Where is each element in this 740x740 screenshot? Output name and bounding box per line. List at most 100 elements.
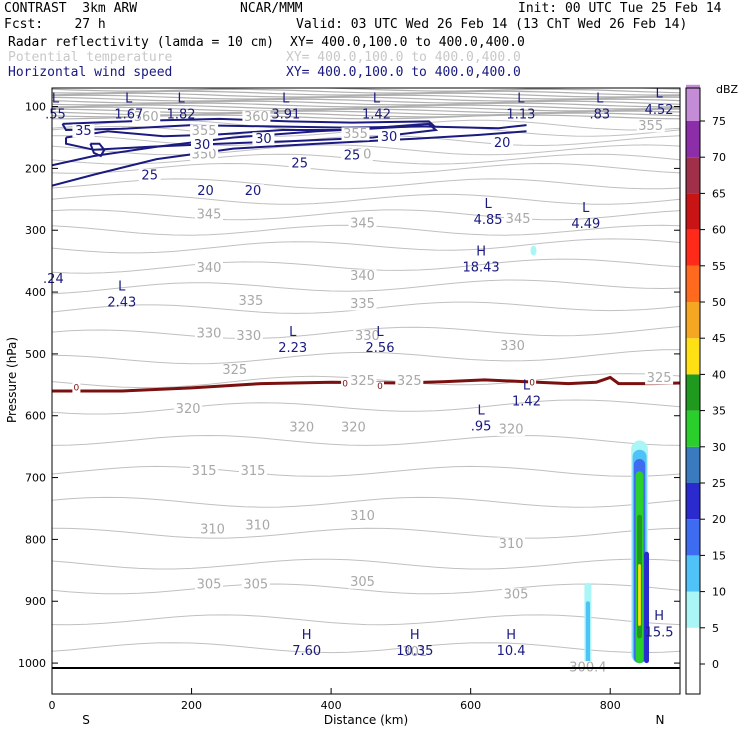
colorbar-label: 70 bbox=[712, 151, 726, 164]
theta-line bbox=[52, 434, 680, 446]
theta-line bbox=[52, 349, 680, 365]
theta-label: 355 bbox=[638, 119, 663, 134]
label-bg bbox=[220, 363, 249, 377]
extremum-value: 1.42 bbox=[512, 395, 541, 410]
x-end-south: S bbox=[82, 713, 90, 727]
wind-label: 30 bbox=[194, 138, 211, 153]
extremum-kind: L bbox=[373, 92, 381, 107]
theta-label: 320 bbox=[499, 423, 524, 438]
label-bg bbox=[636, 119, 665, 133]
label-bg bbox=[400, 645, 429, 659]
theta-label: 305 bbox=[350, 575, 375, 590]
theta-label: 320 bbox=[289, 421, 314, 436]
field-theta: Potential temperature bbox=[8, 50, 173, 65]
theta-label: 330 bbox=[500, 339, 525, 354]
forecast-hour: Fcst: 27 h bbox=[4, 17, 106, 32]
colorbar-label: 60 bbox=[712, 224, 726, 237]
label-bg bbox=[195, 207, 223, 221]
label-bg bbox=[195, 261, 223, 275]
label-bg bbox=[341, 149, 363, 162]
wind-label: 20 bbox=[494, 136, 511, 151]
extremum-value: 4.85 bbox=[474, 213, 503, 228]
label-bg bbox=[243, 518, 272, 532]
label-bg bbox=[341, 379, 350, 390]
extremum-value: 2.23 bbox=[278, 341, 307, 356]
reflectivity-cell bbox=[530, 245, 537, 256]
theta-label: 330 bbox=[197, 327, 222, 342]
label-bg bbox=[353, 329, 382, 343]
zero-dbz-label: 0 bbox=[529, 379, 535, 389]
colorbar-label: 15 bbox=[712, 549, 726, 562]
theta-line bbox=[52, 193, 680, 205]
extremum-kind: H bbox=[654, 609, 664, 624]
theta-label: 340 bbox=[197, 261, 222, 276]
zero-dbz-label: 0 bbox=[74, 383, 80, 393]
colorbar-label: 65 bbox=[712, 187, 726, 200]
label-bg bbox=[190, 464, 219, 478]
label-bg bbox=[288, 157, 311, 171]
label-bg bbox=[195, 327, 223, 341]
colorbar-label: 55 bbox=[712, 260, 726, 273]
zero-dbz-label: 0 bbox=[342, 380, 348, 390]
theta-line bbox=[52, 326, 680, 340]
x-end-north: N bbox=[656, 713, 665, 727]
label-bg bbox=[348, 297, 377, 311]
label-bg bbox=[348, 269, 377, 283]
label-bg bbox=[72, 382, 81, 393]
label-bg bbox=[190, 124, 219, 138]
colorbar-swatch bbox=[686, 84, 700, 121]
theta-label: 325 bbox=[222, 363, 247, 378]
theta-label: 301 bbox=[402, 645, 427, 660]
wind-line bbox=[89, 142, 106, 158]
label-bg bbox=[241, 578, 270, 592]
label-bg bbox=[191, 138, 213, 152]
theta-label: 345 bbox=[197, 207, 222, 222]
y-tick-label: 400 bbox=[25, 286, 46, 299]
theta-label: 345 bbox=[506, 212, 531, 227]
plot-frame bbox=[51, 87, 681, 695]
theta-label: 325 bbox=[647, 371, 672, 386]
label-bg bbox=[239, 464, 267, 478]
label-bg bbox=[242, 110, 271, 124]
wind-line bbox=[65, 122, 439, 151]
label-bg bbox=[234, 329, 263, 343]
colorbar-label: 5 bbox=[712, 622, 719, 635]
theta-label: 310 bbox=[499, 537, 524, 552]
init-time: Init: 00 UTC Tue 25 Feb 14 bbox=[518, 1, 722, 16]
colorbar-swatch bbox=[686, 483, 700, 520]
extremum-kind: L bbox=[118, 280, 126, 295]
colorbar-label: 30 bbox=[712, 441, 726, 454]
extremum-value: .83 bbox=[589, 108, 610, 123]
label-bg bbox=[497, 537, 526, 551]
theta-label: 355 bbox=[343, 127, 368, 142]
extremum-value: 18.43 bbox=[462, 260, 499, 275]
y-tick-label: 700 bbox=[25, 472, 46, 485]
field-wind: Horizontal wind speed bbox=[8, 65, 173, 80]
wind-label: 30 bbox=[381, 130, 398, 145]
theta-label: 335 bbox=[238, 294, 263, 309]
colorbar-label: 10 bbox=[712, 586, 726, 599]
extremum-kind: L bbox=[523, 379, 531, 394]
label-bg bbox=[395, 374, 424, 388]
label-bg bbox=[341, 127, 370, 141]
label-bg bbox=[138, 168, 161, 182]
extremum-value: 3.91 bbox=[271, 108, 300, 123]
wind-line bbox=[52, 124, 527, 167]
label-bg bbox=[198, 523, 227, 537]
colorbar-label: 50 bbox=[712, 296, 726, 309]
extremum-value: .24 bbox=[43, 272, 64, 287]
y-tick-label: 200 bbox=[25, 162, 46, 175]
wind-label: 20 bbox=[197, 184, 214, 199]
y-tick-label: 100 bbox=[25, 101, 46, 114]
extremum-kind: H bbox=[506, 628, 516, 643]
extremum-value: 1.42 bbox=[362, 108, 391, 123]
extremum-kind: H bbox=[302, 628, 312, 643]
theta-line bbox=[52, 102, 680, 108]
label-bg bbox=[378, 130, 400, 144]
wind-line bbox=[61, 117, 438, 132]
extremum-value: 2.56 bbox=[366, 341, 395, 356]
colorbar-swatch bbox=[686, 338, 700, 375]
theta-label: 325 bbox=[350, 374, 375, 389]
colorbar-swatch bbox=[686, 591, 700, 628]
